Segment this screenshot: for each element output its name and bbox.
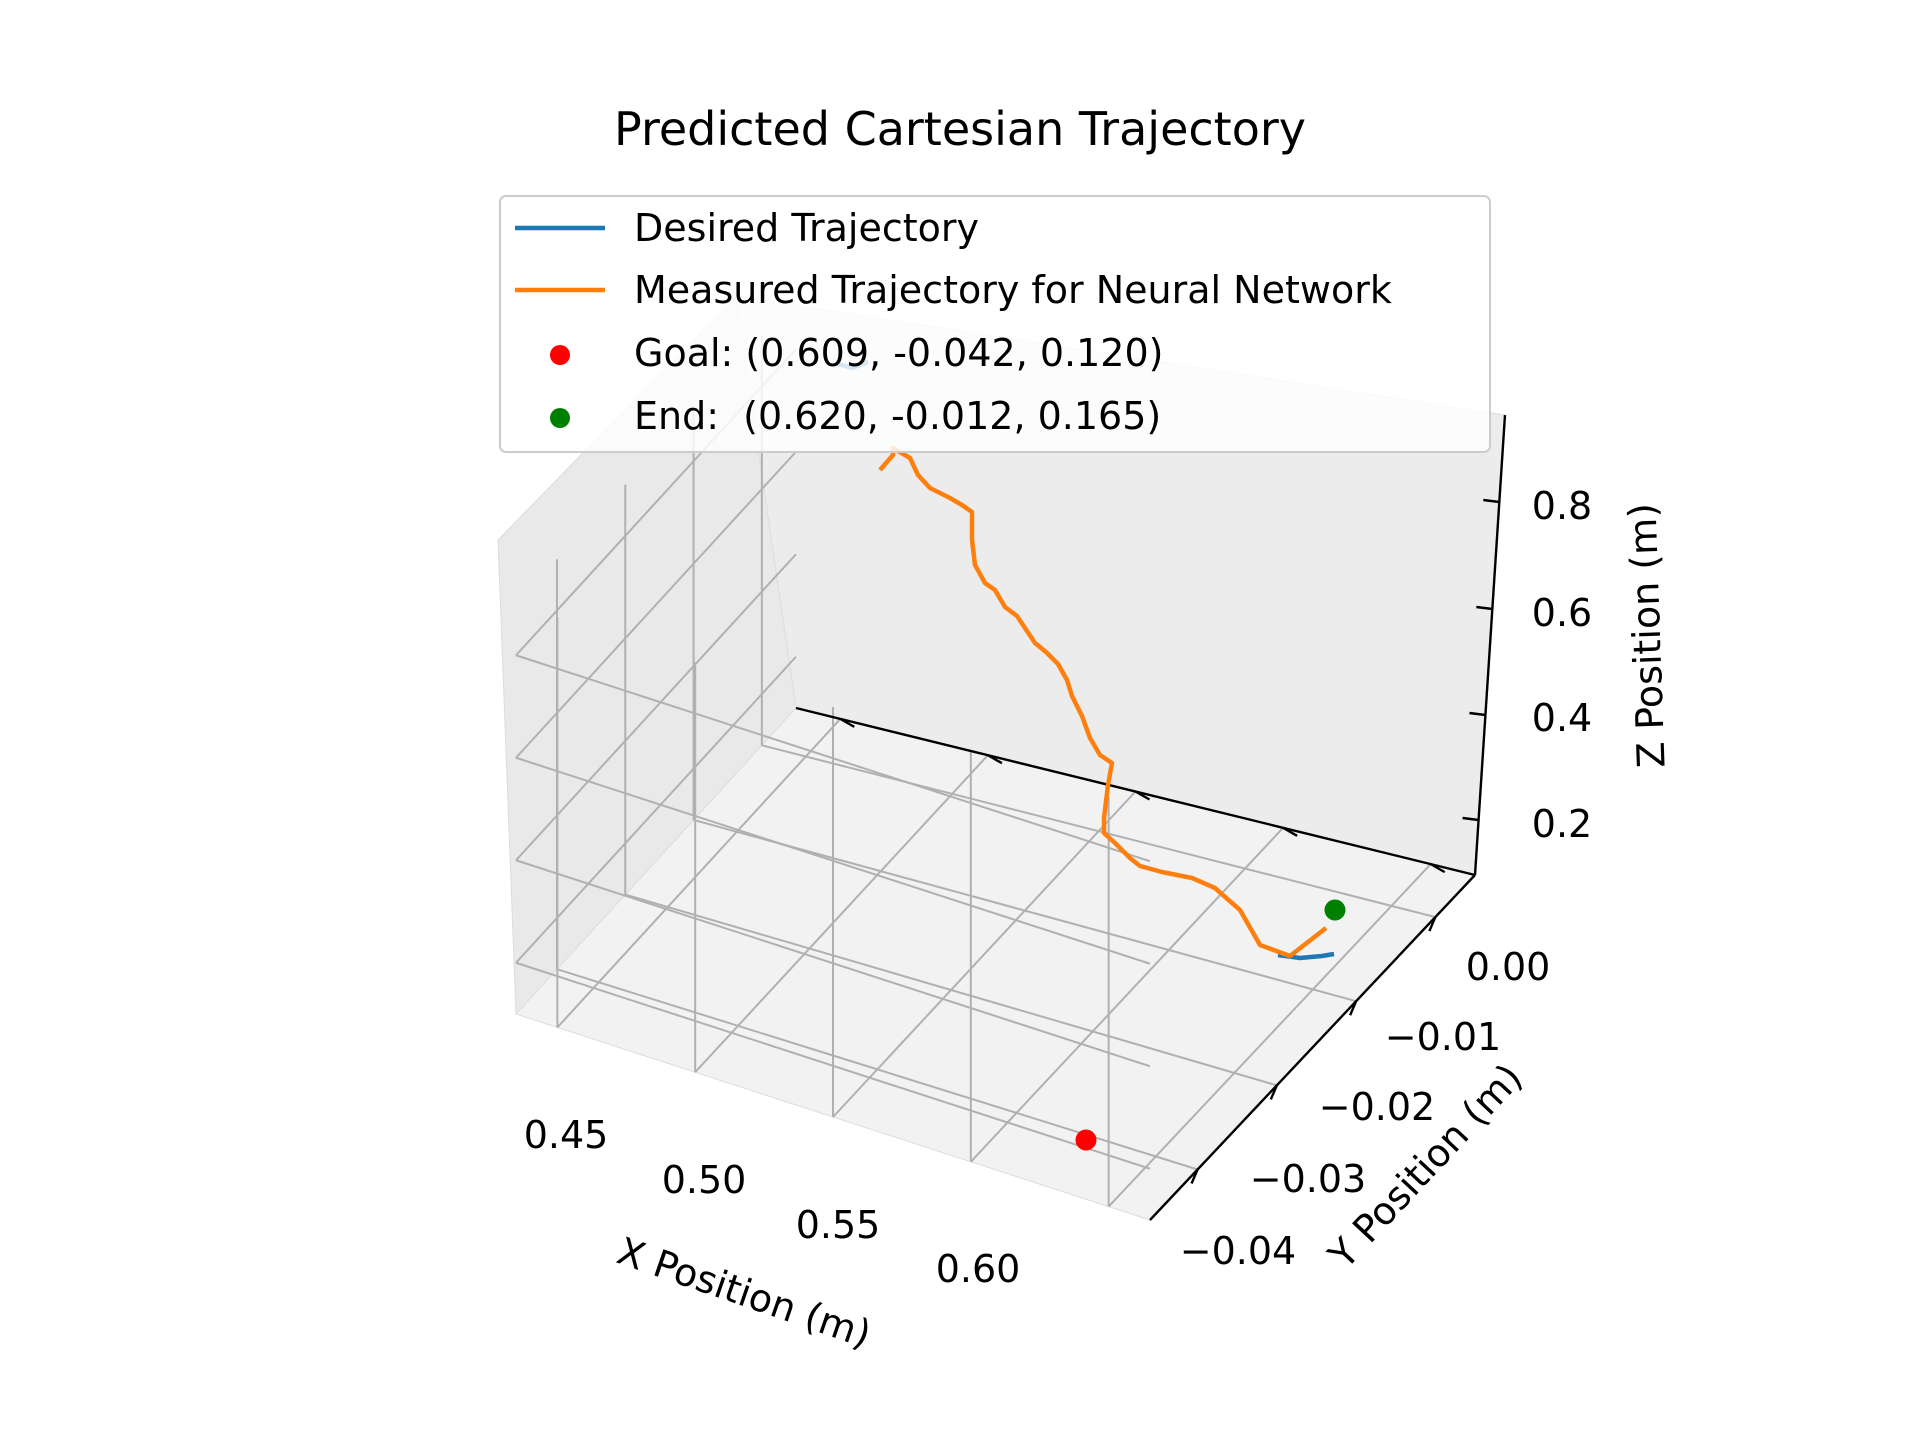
z-axis-line	[1473, 414, 1507, 876]
z-tick-label: 0.2	[1532, 802, 1592, 846]
y-tick-label: −0.04	[1180, 1229, 1296, 1273]
gridline-y-floor	[970, 827, 1284, 1163]
z-tick-mark	[1476, 605, 1493, 611]
gridlines	[515, 335, 1436, 1208]
y-tick-label: −0.03	[1250, 1157, 1366, 1201]
gridline-z-left	[515, 859, 1151, 1068]
legend-box	[499, 195, 1491, 453]
legend-label-end: End: (0.620, -0.012, 0.165)	[634, 394, 1161, 438]
y-tick-mark	[1134, 790, 1151, 801]
z-tick-label: 0.6	[1532, 591, 1592, 635]
legend-marker-end	[550, 408, 570, 428]
y-tick-mark	[1282, 826, 1298, 837]
gridline-z-back	[515, 656, 797, 964]
gridline-y-floor	[832, 790, 1137, 1118]
x-tick-mark	[1428, 916, 1437, 932]
legend: Desired Trajectory Measured Trajectory f…	[499, 195, 1491, 453]
x-tick-mark	[1269, 1084, 1278, 1100]
gridline-z-left	[515, 961, 1151, 1170]
gridline-z-left	[515, 756, 1151, 965]
y-tick-label: −0.02	[1319, 1085, 1435, 1129]
legend-label-desired: Desired Trajectory	[634, 206, 979, 250]
y-tick-label: −0.01	[1385, 1015, 1501, 1059]
end-point	[1324, 899, 1346, 921]
x-tick-label: 0.50	[662, 1158, 747, 1202]
legend-marker-goal	[550, 345, 570, 365]
y-tick-mark	[1430, 863, 1446, 874]
legend-label-measured: Measured Trajectory for Neural Network	[634, 268, 1392, 312]
x-axis-line	[1149, 874, 1476, 1221]
x-tick-mark	[1190, 1169, 1199, 1184]
x-tick-mark	[1348, 1000, 1358, 1016]
x-tick-label: 0.45	[524, 1113, 609, 1157]
goal-point	[1075, 1129, 1097, 1151]
gridline-z-back	[515, 451, 797, 759]
gridline-y-floor	[1107, 863, 1432, 1208]
x-tick-label: 0.60	[936, 1247, 1021, 1291]
gridline-z-left	[515, 654, 1151, 863]
series-measured-trajectory	[878, 445, 1328, 959]
ticks: 0.45 0.50 0.55 0.60 0.00 −0.01 −0.02 −0.03 −0.04…	[524, 484, 1593, 1291]
z-axis-label: Z Position (m)	[1620, 502, 1673, 768]
z-tick-mark	[1469, 711, 1486, 717]
x-tick-label: 0.55	[796, 1203, 881, 1247]
gridline-y-floor	[556, 718, 842, 1029]
gridline-y-floor	[694, 754, 989, 1073]
chart-title: Predicted Cartesian Trajectory	[614, 102, 1306, 156]
legend-label-goal: Goal: (0.609, -0.042, 0.120)	[634, 331, 1163, 375]
z-tick-mark	[1462, 816, 1479, 822]
y-tick-mark	[987, 754, 1003, 765]
y-tick-label: 0.00	[1466, 945, 1551, 989]
y-tick-mark	[839, 717, 855, 728]
x-axis-label: X Position (m)	[612, 1229, 877, 1357]
gridline-z-back	[515, 553, 797, 861]
z-tick-mark	[1483, 498, 1500, 504]
z-tick-label: 0.8	[1532, 484, 1592, 528]
z-tick-label: 0.4	[1532, 696, 1592, 740]
